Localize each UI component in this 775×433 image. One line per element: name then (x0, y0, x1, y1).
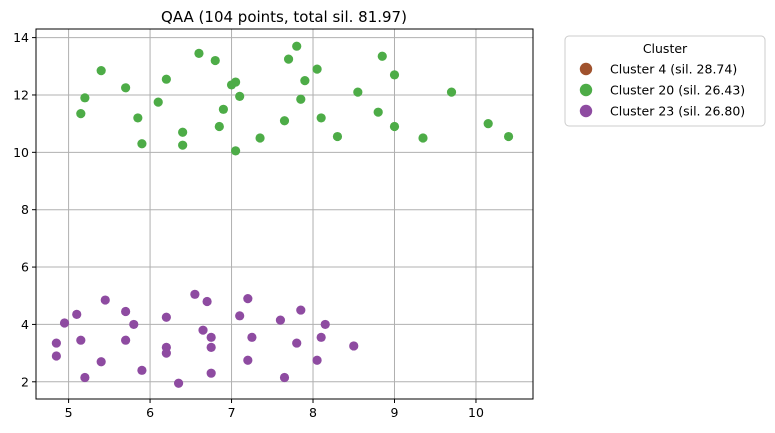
y-tick-label: 2 (21, 374, 29, 389)
data-point-cluster-2 (59, 318, 70, 328)
plot-frame (35, 28, 534, 400)
data-point-cluster-1 (218, 104, 228, 114)
data-point-cluster-2 (137, 365, 147, 375)
chart-title: QAA (104 points, total sil. 81.97) (161, 8, 407, 26)
data-point-cluster-1 (389, 70, 400, 80)
data-point-cluster-2 (161, 312, 171, 322)
data-point-cluster-1 (121, 83, 131, 93)
data-point-cluster-1 (235, 91, 245, 102)
data-point-cluster-2 (292, 338, 302, 348)
x-tick-label: 6 (146, 405, 154, 420)
data-point-cluster-2 (279, 372, 290, 383)
data-point-cluster-1 (255, 133, 265, 143)
x-axis-ticks: 5 6 7 8 9 10 (65, 399, 484, 420)
data-point-cluster-1 (178, 140, 188, 150)
grid-lines (36, 29, 533, 399)
data-point-cluster-1 (296, 94, 306, 104)
legend-label: Cluster 23 (sil. 26.80) (610, 104, 745, 119)
data-point-cluster-1 (446, 87, 457, 97)
data-point-cluster-1 (353, 87, 363, 97)
data-point-cluster-2 (202, 296, 212, 307)
data-point-cluster-1 (373, 107, 383, 117)
data-point-cluster-1 (377, 51, 387, 61)
data-point-cluster-2 (76, 335, 86, 345)
data-point-cluster-1 (96, 65, 106, 76)
legend: Cluster Cluster 4 (sil. 28.74) Cluster 20… (564, 35, 766, 127)
data-point-cluster-1 (316, 113, 326, 123)
data-point-cluster-2 (206, 342, 216, 352)
legend-marker (579, 83, 593, 97)
legend-items: Cluster 4 (sil. 28.74) Cluster 20 (sil. 2… (579, 62, 745, 119)
data-point-cluster-1 (80, 93, 90, 103)
data-point-cluster-2 (198, 325, 208, 335)
data-point-cluster-1 (332, 131, 343, 142)
legend-label: Cluster 4 (sil. 28.74) (610, 62, 737, 77)
data-point-cluster-2 (316, 332, 326, 342)
data-point-cluster-2 (51, 338, 61, 348)
data-point-cluster-1 (133, 113, 143, 123)
data-point-cluster-2 (320, 319, 330, 330)
data-point-cluster-1 (283, 54, 294, 64)
data-point-cluster-2 (129, 319, 139, 330)
legend-marker (579, 62, 593, 76)
data-point-cluster-2 (121, 335, 131, 345)
data-point-cluster-1 (389, 121, 400, 132)
data-point-cluster-2 (312, 355, 322, 365)
data-point-cluster-2 (243, 355, 253, 365)
data-point-cluster-2 (121, 306, 131, 317)
data-point-cluster-2 (296, 305, 306, 315)
data-point-cluster-2 (161, 348, 171, 358)
data-point-cluster-1 (231, 77, 241, 87)
y-tick-label: 12 (13, 87, 29, 102)
data-point-cluster-1 (503, 131, 514, 142)
data-point-cluster-2 (190, 289, 200, 299)
data-point-cluster-1 (161, 74, 171, 84)
data-point-cluster-2 (206, 332, 216, 342)
data-point-cluster-2 (96, 357, 106, 367)
y-tick-label: 4 (21, 317, 29, 332)
data-point-cluster-2 (247, 332, 257, 342)
data-point-cluster-2 (80, 372, 90, 383)
legend-box (564, 35, 766, 127)
data-point-cluster-2 (275, 315, 286, 325)
data-point-cluster-2 (206, 368, 216, 378)
data-point-cluster-2 (72, 309, 82, 319)
x-tick-label: 7 (228, 405, 236, 420)
data-point-cluster-2 (349, 341, 359, 351)
data-point-cluster-2 (51, 351, 61, 361)
data-point-cluster-1 (418, 133, 428, 143)
x-tick-label: 5 (65, 405, 73, 420)
legend-title: Cluster (643, 41, 688, 56)
x-tick-label: 8 (309, 405, 317, 420)
y-axis-ticks: 2 4 6 8 10 12 14 (13, 30, 36, 389)
data-point-cluster-2 (235, 311, 245, 321)
data-point-cluster-2 (243, 294, 253, 304)
data-point-cluster-1 (231, 146, 241, 156)
y-tick-label: 14 (13, 30, 29, 45)
data-point-cluster-2 (100, 295, 110, 305)
y-tick-label: 10 (13, 145, 29, 160)
data-point-cluster-1 (210, 55, 220, 66)
data-point-cluster-1 (178, 127, 188, 137)
data-point-cluster-2 (173, 378, 184, 388)
data-point-cluster-1 (483, 119, 493, 129)
data-point-cluster-1 (153, 97, 163, 107)
data-point-cluster-1 (312, 64, 322, 74)
legend-marker (579, 104, 593, 118)
legend-label: Cluster 20 (sil. 26.43) (610, 83, 745, 98)
x-tick-label: 9 (391, 405, 399, 420)
data-point-cluster-1 (279, 116, 290, 126)
data-point-cluster-1 (214, 121, 224, 132)
y-tick-label: 8 (21, 202, 29, 217)
data-point-cluster-1 (76, 109, 86, 119)
data-points (51, 41, 514, 388)
data-point-cluster-1 (194, 48, 204, 58)
x-tick-label: 10 (468, 405, 484, 420)
y-tick-label: 6 (21, 260, 29, 275)
data-point-cluster-1 (137, 139, 147, 149)
data-point-cluster-1 (300, 76, 310, 86)
data-point-cluster-1 (292, 41, 302, 51)
